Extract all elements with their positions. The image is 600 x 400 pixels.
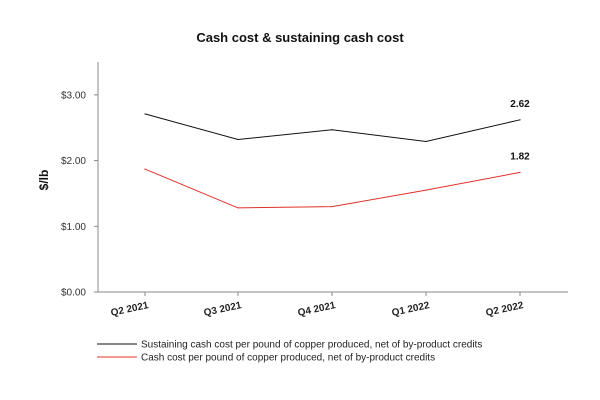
data-point <box>237 138 239 141</box>
y-ticks: $0.00 $1.00 $2.00 $3.00 <box>61 90 98 299</box>
y-tick-label: $0.00 <box>61 288 86 299</box>
data-labels: 2.62 1.82 <box>510 99 530 163</box>
y-tick-label: $1.00 <box>61 222 86 233</box>
y-tick-label: $2.00 <box>61 156 86 167</box>
data-point <box>331 129 333 131</box>
data-point <box>519 171 521 173</box>
data-point <box>237 207 239 209</box>
x-tick-label: Q3 2021 <box>203 300 243 319</box>
y-axis-label: $/lb <box>37 170 51 191</box>
legend-label: Sustaining cash cost per pound of copper… <box>141 340 482 351</box>
data-point <box>519 119 521 121</box>
data-point <box>144 168 146 170</box>
legend-label: Cash cost per pound of copper produced, … <box>141 353 435 364</box>
chart-title: Cash cost & sustaining cash cost <box>196 30 404 45</box>
legend: Sustaining cash cost per pound of copper… <box>97 340 482 364</box>
x-tick-label: Q2 2021 <box>110 300 150 319</box>
data-point <box>144 113 146 115</box>
series-line-0 <box>144 113 521 143</box>
data-point <box>425 189 427 191</box>
data-point <box>425 140 427 143</box>
data-label: 1.82 <box>510 151 530 162</box>
x-tick-label: Q4 2021 <box>297 300 337 319</box>
x-tick-label: Q2 2022 <box>485 300 525 319</box>
data-point <box>331 205 333 208</box>
x-tick-label: Q1 2022 <box>391 300 431 319</box>
series-line-1 <box>144 168 521 209</box>
y-tick-label: $3.00 <box>61 90 86 101</box>
x-ticks: Q2 2021 Q3 2021 Q4 2021 Q1 2022 Q2 2022 <box>110 292 525 319</box>
series-lines <box>144 113 521 209</box>
data-label: 2.62 <box>510 99 530 110</box>
